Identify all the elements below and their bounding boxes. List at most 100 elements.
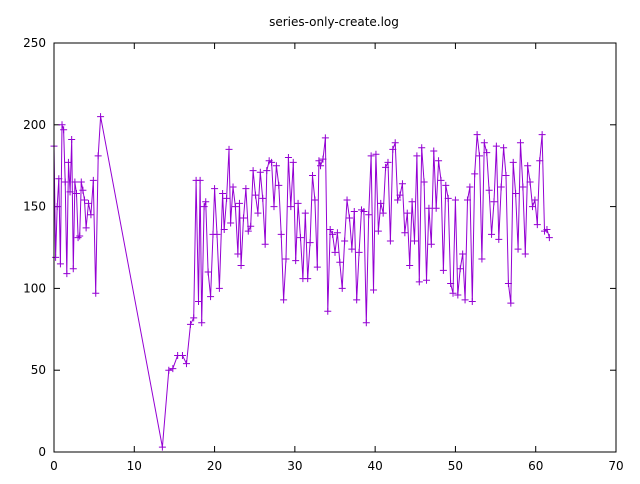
data-point <box>538 131 546 139</box>
data-point <box>309 172 317 180</box>
data-point <box>401 229 409 237</box>
data-point <box>495 235 503 243</box>
data-point <box>229 183 237 191</box>
data-point <box>263 167 271 175</box>
y-tick-label: 50 <box>31 363 46 377</box>
data-point <box>231 203 239 211</box>
data-point <box>52 253 60 261</box>
data-point <box>247 222 255 230</box>
data-point <box>63 270 71 278</box>
data-point <box>219 190 227 198</box>
data-point <box>365 211 373 219</box>
data-point <box>370 286 378 294</box>
data-point <box>345 214 353 222</box>
data-point <box>418 144 426 152</box>
data-point <box>512 190 520 198</box>
data-point <box>97 113 105 121</box>
data-point <box>488 230 496 238</box>
data-point <box>321 134 329 142</box>
data-point <box>372 150 380 158</box>
data-point <box>225 145 233 153</box>
data-point <box>92 289 100 297</box>
data-point <box>61 178 69 186</box>
data-point <box>331 248 339 256</box>
data-point <box>398 180 406 188</box>
data-point <box>423 276 431 284</box>
data-point <box>284 154 292 162</box>
data-point <box>439 266 447 274</box>
data-point <box>459 250 467 258</box>
data-point <box>68 136 76 144</box>
data-point <box>476 152 484 160</box>
data-point <box>55 175 63 183</box>
data-point <box>60 126 68 134</box>
data-point <box>444 194 452 202</box>
data-point <box>79 186 87 194</box>
data-point <box>497 183 505 191</box>
data-point <box>447 279 455 287</box>
data-point <box>483 149 491 157</box>
data-point <box>53 203 61 211</box>
data-point <box>169 365 177 373</box>
data-point <box>313 263 321 271</box>
series-line <box>53 116 550 448</box>
data-point <box>158 443 166 451</box>
data-point <box>304 275 312 283</box>
data-point <box>379 209 387 217</box>
data-point <box>227 219 235 227</box>
data-point <box>317 162 325 170</box>
data-point <box>186 320 194 328</box>
data-point <box>270 203 278 211</box>
data-point <box>456 265 464 273</box>
data-point <box>319 155 327 163</box>
data-point <box>485 186 493 194</box>
data-point <box>468 297 476 305</box>
data-point <box>306 239 314 247</box>
data-point <box>362 319 370 327</box>
data-point <box>301 209 309 217</box>
data-point <box>315 157 323 165</box>
x-tick-label: 40 <box>368 459 383 473</box>
data-point <box>350 208 358 216</box>
data-point <box>507 299 515 307</box>
data-point <box>463 196 471 204</box>
data-point <box>338 284 346 292</box>
data-point <box>282 255 290 263</box>
data-point <box>466 183 474 191</box>
data-point <box>277 230 285 238</box>
data-point <box>89 176 97 184</box>
data-point <box>473 131 481 139</box>
data-point <box>200 203 208 211</box>
data-point <box>509 158 517 166</box>
data-point <box>87 211 95 219</box>
data-point <box>311 196 319 204</box>
data-point <box>85 199 93 207</box>
data-point <box>526 178 534 186</box>
data-point <box>389 145 397 153</box>
data-point <box>492 142 500 150</box>
x-tick-label: 70 <box>608 459 623 473</box>
data-point <box>76 232 84 240</box>
data-point <box>336 258 344 266</box>
data-point <box>237 261 245 269</box>
data-point <box>435 157 443 165</box>
data-point <box>259 194 267 202</box>
data-point <box>480 139 488 147</box>
data-point <box>374 227 382 235</box>
data-point <box>396 191 404 199</box>
data-point <box>367 152 375 160</box>
data-point <box>254 209 262 217</box>
data-point <box>195 297 203 305</box>
data-point <box>242 185 250 193</box>
data-point <box>343 196 351 204</box>
series-layer <box>50 113 553 451</box>
data-point <box>56 260 64 268</box>
data-point <box>391 139 399 147</box>
data-point <box>256 168 264 176</box>
data-point <box>211 185 219 193</box>
data-point <box>292 257 300 265</box>
data-point <box>280 296 288 304</box>
data-point <box>449 289 457 297</box>
